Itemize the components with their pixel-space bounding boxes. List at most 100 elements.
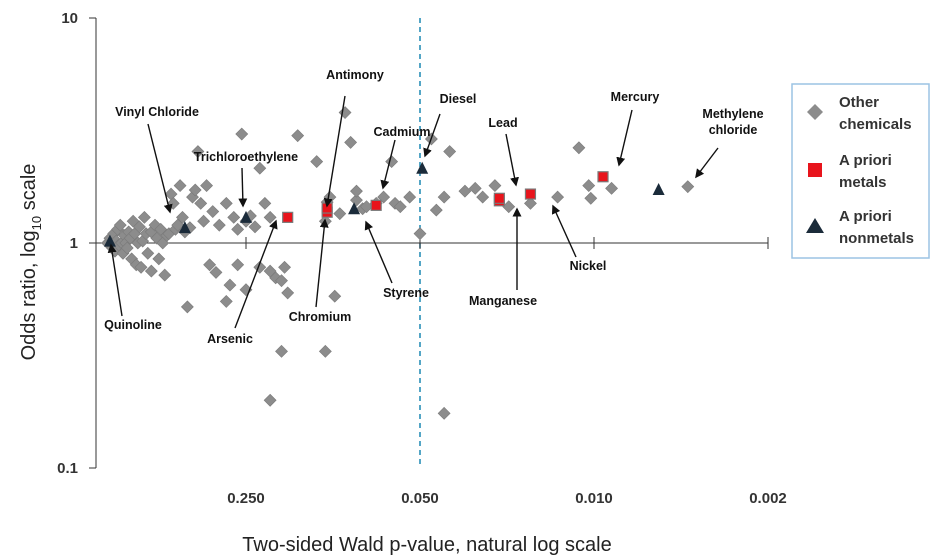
x-tick-label: 0.002 bbox=[749, 490, 787, 507]
nonmetal-point-diesel bbox=[416, 161, 429, 174]
other-chemical-point bbox=[291, 129, 305, 143]
metal-point-nickel bbox=[524, 188, 537, 200]
other-chemical-point bbox=[144, 264, 158, 278]
other-chemical-point bbox=[443, 145, 457, 158]
other-chemical-point bbox=[188, 183, 202, 197]
annotation-label: Mercury bbox=[611, 90, 660, 104]
annotation-arrow bbox=[695, 147, 719, 179]
other-chemical-point bbox=[191, 145, 205, 158]
other-chemical-point bbox=[227, 210, 241, 224]
nonmetal-point-styrene bbox=[348, 202, 361, 215]
other-chemical-point bbox=[318, 344, 332, 358]
annotation-label: Styrene bbox=[383, 286, 429, 300]
annotation-label: Diesel bbox=[440, 92, 477, 106]
other-chemical-point bbox=[333, 207, 347, 221]
annotation-arrow bbox=[380, 139, 396, 190]
other-chemical-point bbox=[212, 218, 226, 232]
y-tick-label: 0.1 bbox=[57, 460, 78, 477]
annotation-label: Lead bbox=[488, 116, 517, 130]
other-chemical-point bbox=[253, 260, 267, 274]
other-chemical-point bbox=[231, 258, 245, 272]
other-chemical-point bbox=[350, 184, 363, 198]
annotation-label: Manganese bbox=[469, 294, 537, 308]
other-chemical-point bbox=[328, 289, 342, 303]
annotation-arrow bbox=[315, 218, 329, 308]
annotation-label: Nickel bbox=[570, 259, 607, 273]
legend-square-icon bbox=[808, 163, 822, 177]
annotation-arrow bbox=[364, 220, 393, 284]
other-chemical-point bbox=[278, 260, 291, 274]
other-chemical-point bbox=[281, 286, 295, 300]
y-axis-title: Odds ratio, log10 scale bbox=[18, 164, 44, 361]
other-chemical-point bbox=[338, 106, 352, 119]
other-chemical-point bbox=[350, 193, 363, 207]
other-chemical-point bbox=[206, 205, 220, 218]
other-chemical-point bbox=[344, 135, 358, 149]
annotation-arrow bbox=[323, 95, 346, 208]
x-tick-label: 0.250 bbox=[227, 490, 265, 507]
annotation-arrow bbox=[234, 219, 278, 329]
annotation-label: Vinyl Chloride bbox=[115, 105, 199, 119]
legend-label: chemicals bbox=[839, 116, 912, 133]
other-chemical-point bbox=[219, 294, 233, 308]
other-chemical-point bbox=[200, 179, 214, 192]
other-chemical-point bbox=[173, 179, 187, 192]
other-chemical-point bbox=[248, 220, 262, 234]
other-chemical-point bbox=[582, 179, 596, 192]
other-chemical-point bbox=[275, 274, 288, 288]
metal-point-lead bbox=[493, 192, 505, 204]
y-tick-label: 1 bbox=[70, 235, 78, 252]
other-chemical-point bbox=[197, 214, 211, 228]
other-chemical-point bbox=[488, 179, 502, 192]
other-chemical-point bbox=[458, 184, 472, 198]
other-chemical-point bbox=[235, 127, 249, 141]
annotation-label: Chromium bbox=[289, 310, 352, 324]
other-chemical-point bbox=[524, 196, 537, 210]
annotation-arrow bbox=[505, 133, 519, 187]
other-chemical-point bbox=[132, 220, 146, 234]
other-chemical-point bbox=[393, 200, 407, 214]
other-chemical-point bbox=[176, 210, 189, 224]
other-chemical-point bbox=[180, 300, 194, 314]
other-chemical-point bbox=[219, 196, 233, 210]
annotation-arrow bbox=[238, 167, 248, 208]
annotation-label: Arsenic bbox=[207, 332, 253, 346]
x-tick-label: 0.010 bbox=[575, 490, 613, 507]
other-chemical-point bbox=[263, 393, 277, 407]
legend-label: A priori bbox=[839, 152, 892, 169]
annotation-arrow bbox=[107, 243, 123, 317]
other-chemical-point bbox=[429, 203, 443, 217]
legend-label: metals bbox=[839, 174, 887, 191]
other-chemical-point bbox=[572, 141, 586, 155]
other-chemical-point bbox=[152, 252, 166, 266]
other-chemical-point bbox=[258, 196, 272, 210]
other-chemical-point bbox=[137, 210, 151, 224]
other-chemical-point bbox=[437, 190, 451, 204]
other-chemical-point bbox=[263, 210, 277, 224]
annotation-label: Antimony bbox=[326, 68, 384, 82]
other-chemical-point bbox=[468, 181, 482, 195]
other-chemical-point bbox=[551, 190, 565, 204]
other-chemical-point bbox=[134, 260, 148, 274]
annotation-label: Trichloroethylene bbox=[194, 150, 298, 164]
other-chemical-point bbox=[171, 218, 185, 232]
other-chemical-point bbox=[584, 191, 598, 205]
annotation-arrow bbox=[616, 109, 633, 167]
other-chemical-point bbox=[413, 227, 427, 241]
other-chemical-point bbox=[209, 265, 223, 279]
other-chemical-point bbox=[231, 222, 245, 236]
legend-diamond-icon bbox=[807, 104, 823, 120]
other-chemical-point bbox=[437, 406, 451, 420]
annotation-label: chloride bbox=[709, 123, 758, 137]
other-chemical-point bbox=[120, 241, 134, 255]
annotation-arrow bbox=[423, 113, 441, 158]
metal-point-arsenic bbox=[282, 211, 294, 223]
other-chemical-point bbox=[113, 218, 127, 232]
x-tick-label: 0.050 bbox=[401, 490, 439, 507]
legend-label: nonmetals bbox=[839, 230, 914, 247]
other-chemical-point bbox=[223, 278, 237, 292]
other-chemical-point bbox=[605, 181, 618, 195]
nonmetal-point-methylene-chloride bbox=[652, 182, 665, 195]
annotation-label: Cadmium bbox=[374, 125, 431, 139]
